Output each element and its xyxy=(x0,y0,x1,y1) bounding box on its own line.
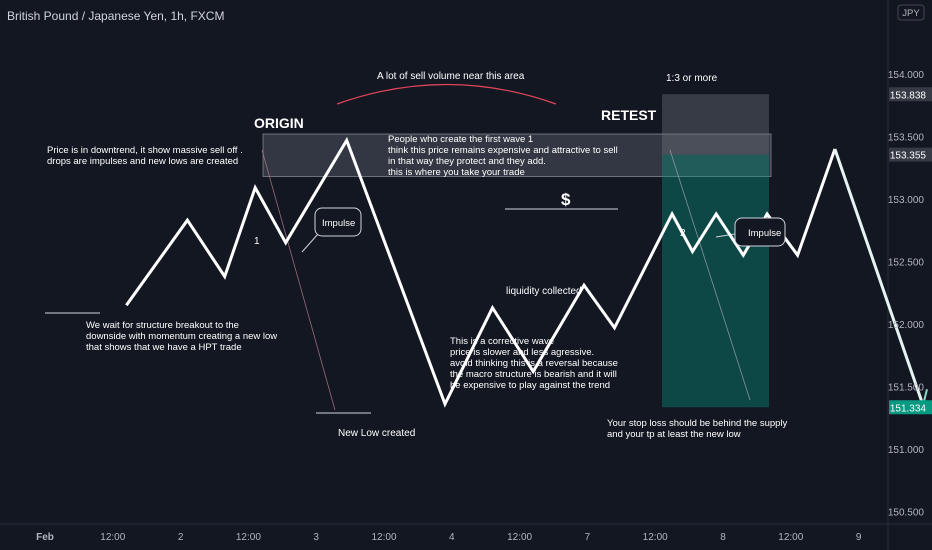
price-point-14 xyxy=(741,253,745,257)
impulse-2-callout xyxy=(734,217,786,247)
impulse-2-label: Impulse xyxy=(748,228,781,239)
y-tick-label: 150.500 xyxy=(888,508,925,519)
corrective-note-line-3: the macro structure is bearish and it wi… xyxy=(450,369,617,380)
price-tag-label: 151.334 xyxy=(890,403,927,414)
retest-label: RETEST xyxy=(601,107,657,123)
x-tick-label: Feb xyxy=(36,532,54,543)
price-point-7 xyxy=(490,306,494,310)
y-tick-label: 153.000 xyxy=(888,195,925,206)
wave-1-label: 1 xyxy=(254,236,260,247)
x-tick-label: 3 xyxy=(313,532,319,543)
x-tick-label: 4 xyxy=(449,532,455,543)
y-tick-label: 153.500 xyxy=(888,133,925,144)
price-tag-box xyxy=(889,147,932,162)
price-point-16 xyxy=(796,253,800,257)
price-axis-panel xyxy=(888,0,932,550)
x-tick-label: 12:00 xyxy=(100,532,125,543)
projected-drop-line xyxy=(833,148,925,406)
structure-note-line-1: downside with momentum creating a new lo… xyxy=(86,331,277,342)
x-tick-label: 9 xyxy=(856,532,862,543)
position-reward-zone xyxy=(662,154,769,408)
price-tag-box xyxy=(889,400,932,415)
price-point-15 xyxy=(765,212,769,216)
price-point-10 xyxy=(613,326,617,330)
dollar-label: $ xyxy=(561,190,571,209)
liquidity-label: liquidity collected xyxy=(506,286,582,297)
impulse-1-callout xyxy=(314,207,362,237)
price-point-2 xyxy=(223,275,227,279)
price-tag-box xyxy=(889,87,932,102)
y-tick-label: 152.000 xyxy=(888,320,925,331)
price-point-12 xyxy=(690,250,694,254)
sell-volume-label: A lot of sell volume near this area xyxy=(377,71,525,82)
new-low-label: New Low created xyxy=(338,428,415,439)
first-wave-note-line-2: in that way they protect and they add. xyxy=(388,156,546,167)
corrective-note-line-2: avoid thinking this is a reversal becaus… xyxy=(450,358,618,369)
impulse-1-pointer xyxy=(301,233,319,253)
price-point-17 xyxy=(833,147,837,151)
origin-label: ORIGIN xyxy=(254,115,304,131)
x-tick-label: 12:00 xyxy=(371,532,396,543)
price-point-9 xyxy=(582,283,586,287)
ratio-label: 1:3 or more xyxy=(666,73,718,84)
first-wave-note-line-0: People who create the first wave 1 xyxy=(388,134,533,145)
corrective-note-line-4: be expensive to play against the trend xyxy=(450,380,610,391)
price-point-13 xyxy=(714,212,718,216)
first-wave-note-line-3: this is where you take your trade xyxy=(388,167,525,178)
price-point-3 xyxy=(253,186,257,190)
price-tag-label: 153.355 xyxy=(890,151,927,162)
price-point-11 xyxy=(670,212,674,216)
stop-loss-note-line-0: Your stop loss should be behind the supp… xyxy=(607,418,788,429)
first-wave-note-line-1: think this price remains expensive and a… xyxy=(388,145,618,156)
y-tick-label: 154.000 xyxy=(888,70,925,81)
price-point-6 xyxy=(443,402,447,406)
wave-2-label: 2 xyxy=(680,228,686,239)
impulse-2-pointer xyxy=(715,233,736,238)
stop-loss-note-line-1: and your tp at least the new low xyxy=(607,429,741,440)
y-tick-label: 151.000 xyxy=(888,445,925,456)
x-tick-label: 7 xyxy=(585,532,591,543)
x-tick-label: 12:00 xyxy=(236,532,261,543)
downtrend-note-line-1: drops are impulses and new lows are crea… xyxy=(47,156,238,167)
structure-note-line-2: that shows that we have a HPT trade xyxy=(86,342,242,353)
corrective-note-line-0: This is a corrective wave xyxy=(450,336,554,347)
x-tick-label: 8 xyxy=(720,532,726,543)
y-tick-label: 151.500 xyxy=(888,383,925,394)
price-tag-label: 153.838 xyxy=(890,90,927,101)
price-point-4 xyxy=(284,241,288,245)
sell-volume-arc xyxy=(336,83,557,105)
currency-badge[interactable] xyxy=(897,4,925,21)
x-tick-label: 12:00 xyxy=(507,532,532,543)
x-tick-label: 12:00 xyxy=(643,532,668,543)
x-tick-label: 12:00 xyxy=(778,532,803,543)
price-point-0 xyxy=(124,303,128,307)
downtrend-note-line-0: Price is in downtrend, it show massive s… xyxy=(47,145,243,156)
chart-title: British Pound / Japanese Yen, 1h, FXCM xyxy=(7,9,224,23)
position-risk-zone xyxy=(662,94,769,155)
price-path-line xyxy=(125,136,837,408)
wave-1-projection-line xyxy=(261,149,336,411)
y-tick-label: 152.500 xyxy=(888,258,925,269)
price-point-1 xyxy=(185,218,189,222)
price-point-5 xyxy=(345,138,349,142)
x-tick-label: 2 xyxy=(178,532,184,543)
impulse-1-label: Impulse xyxy=(322,218,355,229)
structure-note-line-0: We wait for structure breakout to the xyxy=(86,320,239,331)
wave-2-projection-line xyxy=(669,149,751,401)
corrective-note-line-1: price is slower and less agressive. xyxy=(450,347,594,358)
currency-badge-label[interactable]: JPY xyxy=(902,8,920,19)
